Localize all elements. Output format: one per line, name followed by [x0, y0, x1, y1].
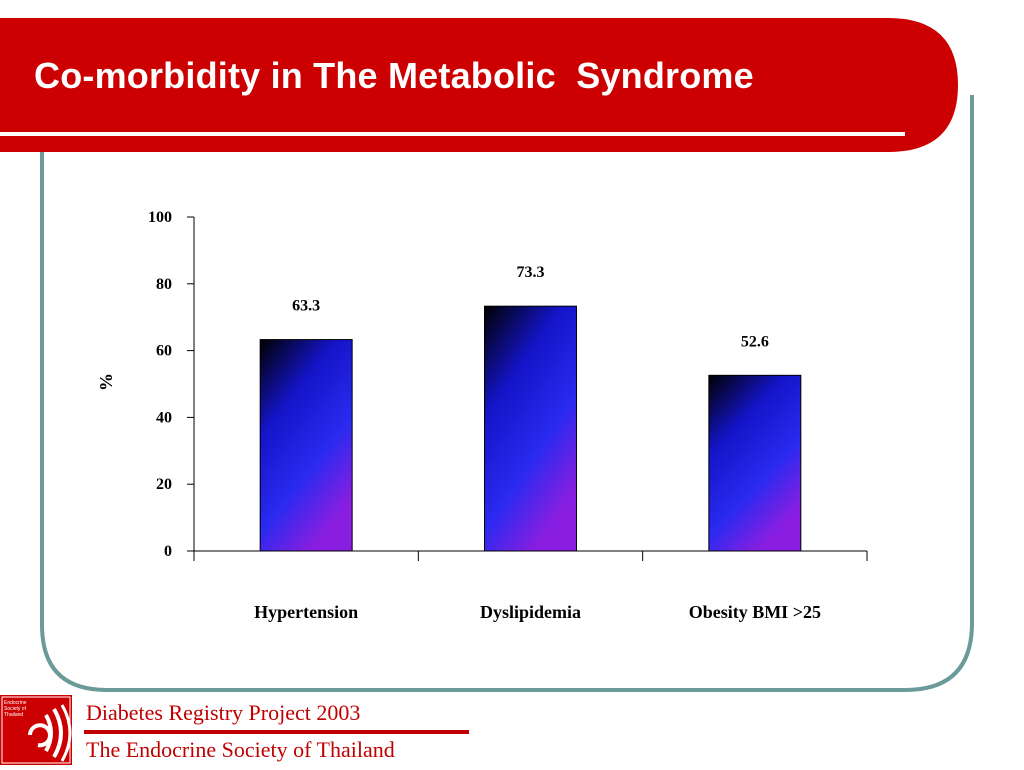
data-label: 63.3 — [292, 298, 320, 315]
bar-hypertension — [259, 339, 353, 552]
chart-bars — [259, 305, 802, 552]
title-band — [0, 18, 958, 152]
footer-project: Diabetes Registry Project 2003 — [86, 700, 361, 725]
footer-divider — [84, 730, 469, 734]
y-tick-label: 80 — [156, 276, 172, 293]
y-tick-label: 40 — [156, 409, 172, 426]
y-tick-label: 100 — [148, 209, 172, 226]
data-label: 52.6 — [741, 333, 769, 350]
title-underline — [0, 132, 905, 136]
society-logo — [0, 695, 72, 765]
chart-axes: 0 20 40 60 80 100 — [148, 209, 868, 561]
slide-title: Co-morbidity in The Metabolic Syndrome — [34, 55, 754, 96]
bar-dyslipidemia — [484, 305, 577, 552]
bar-obesity-bmi-25 — [708, 374, 802, 552]
y-tick-label: 60 — [156, 343, 172, 360]
footer-society: The Endocrine Society of Thailand — [86, 737, 395, 762]
category-label: Hypertension — [254, 602, 358, 622]
logo-caption: Endocrine Society of Thailand — [4, 700, 27, 718]
category-label: Dyslipidemia — [480, 602, 581, 622]
data-label: 73.3 — [517, 264, 545, 281]
content-border — [40, 95, 974, 692]
y-axis-label: % — [96, 373, 116, 391]
chart-labels: 63.3 Hypertension 73.3 Dyslipidemia 52.6 Obes… — [254, 264, 821, 622]
y-tick-label: 0 — [164, 543, 172, 560]
category-label: Obesity BMI >25 — [689, 602, 821, 622]
y-tick-label: 20 — [156, 476, 172, 493]
